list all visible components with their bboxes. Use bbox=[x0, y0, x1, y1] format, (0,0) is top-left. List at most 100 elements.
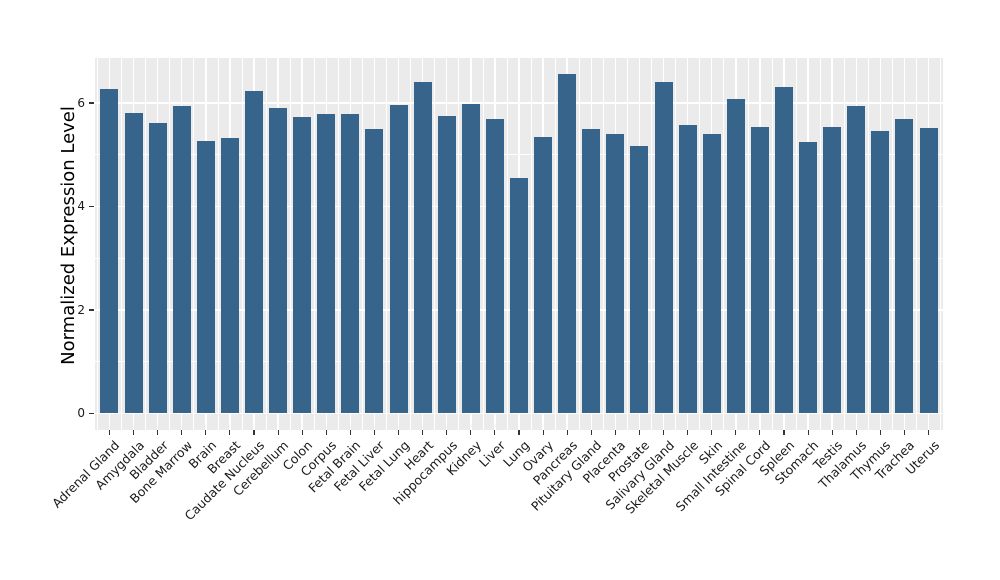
minor-gridline-vertical bbox=[578, 58, 580, 430]
bar bbox=[630, 145, 649, 414]
x-tick-mark bbox=[638, 430, 640, 435]
bar bbox=[172, 106, 191, 414]
x-tick-mark bbox=[711, 430, 713, 435]
bar bbox=[148, 123, 167, 414]
bar bbox=[799, 142, 818, 414]
y-tick-label: 2 bbox=[77, 302, 85, 317]
bar bbox=[509, 178, 529, 414]
minor-gridline-vertical bbox=[217, 58, 219, 430]
x-tick-mark bbox=[349, 430, 351, 435]
bar bbox=[750, 126, 769, 414]
y-tick-label: 4 bbox=[77, 199, 85, 214]
bar bbox=[774, 86, 794, 414]
minor-gridline-vertical bbox=[145, 58, 147, 430]
bar bbox=[606, 134, 625, 414]
bar bbox=[726, 98, 745, 414]
x-tick-mark bbox=[735, 430, 737, 435]
bar bbox=[269, 108, 288, 414]
minor-gridline-vertical bbox=[602, 58, 604, 430]
x-tick-mark bbox=[687, 430, 689, 435]
minor-gridline-vertical bbox=[651, 58, 652, 430]
x-tick-mark bbox=[157, 430, 159, 435]
x-tick-mark bbox=[277, 430, 279, 435]
x-tick-mark bbox=[831, 430, 833, 435]
minor-gridline-vertical bbox=[169, 58, 171, 430]
bar bbox=[244, 90, 264, 414]
bar bbox=[293, 116, 312, 414]
x-tick-mark bbox=[590, 430, 592, 435]
bar bbox=[895, 118, 914, 414]
minor-gridline-vertical bbox=[193, 58, 195, 430]
y-tick-label: 0 bbox=[77, 406, 85, 421]
bar bbox=[678, 125, 697, 414]
x-tick-mark bbox=[518, 430, 520, 435]
bar bbox=[317, 113, 336, 414]
x-tick-mark bbox=[446, 430, 448, 435]
minor-gridline-vertical bbox=[434, 58, 436, 430]
minor-gridline-vertical bbox=[482, 58, 484, 430]
x-tick-mark bbox=[132, 430, 135, 435]
bar bbox=[437, 115, 456, 414]
minor-gridline-vertical bbox=[867, 58, 869, 430]
minor-gridline-vertical bbox=[410, 58, 412, 430]
minor-gridline-vertical bbox=[675, 58, 677, 430]
minor-gridline-vertical bbox=[843, 58, 845, 430]
minor-gridline-vertical bbox=[386, 58, 387, 430]
bar bbox=[461, 103, 480, 414]
y-axis-title: Normalized Expression Level bbox=[58, 106, 79, 366]
minor-gridline-vertical bbox=[241, 58, 243, 430]
minor-gridline-vertical bbox=[795, 58, 797, 430]
bar bbox=[654, 82, 673, 414]
x-tick-mark bbox=[422, 430, 424, 435]
bar bbox=[196, 141, 215, 414]
minor-gridline-vertical bbox=[723, 58, 725, 430]
minor-gridline-vertical bbox=[916, 58, 917, 430]
x-tick-mark bbox=[807, 430, 809, 435]
bar bbox=[823, 126, 842, 414]
minor-gridline-vertical bbox=[699, 58, 701, 430]
minor-gridline-vertical bbox=[771, 58, 773, 430]
x-tick-mark bbox=[301, 430, 303, 435]
x-tick-mark bbox=[879, 430, 881, 435]
bar bbox=[847, 106, 866, 414]
minor-gridline-vertical bbox=[289, 58, 291, 430]
bar bbox=[485, 118, 504, 414]
bar bbox=[871, 131, 890, 414]
y-tick-mark bbox=[89, 309, 94, 311]
bar bbox=[389, 104, 408, 414]
x-tick-mark bbox=[470, 430, 472, 435]
minor-gridline-vertical bbox=[337, 58, 339, 430]
bar bbox=[534, 136, 553, 414]
minor-gridline-vertical bbox=[313, 58, 315, 430]
minor-gridline-vertical bbox=[819, 58, 821, 430]
x-tick-mark bbox=[325, 430, 327, 435]
minor-gridline-vertical bbox=[458, 58, 460, 430]
bar bbox=[100, 88, 119, 414]
minor-gridline-vertical bbox=[940, 58, 942, 430]
bar bbox=[702, 133, 721, 414]
bar bbox=[124, 112, 143, 414]
x-tick-mark bbox=[566, 430, 568, 435]
minor-gridline-vertical bbox=[554, 58, 556, 430]
x-tick-mark bbox=[614, 430, 616, 435]
bar bbox=[919, 127, 938, 414]
minor-gridline-vertical bbox=[506, 58, 508, 430]
x-tick-mark bbox=[855, 430, 857, 435]
bar bbox=[558, 73, 577, 414]
minor-gridline-vertical bbox=[892, 58, 893, 430]
x-tick-mark bbox=[373, 430, 375, 435]
y-tick-label: 6 bbox=[77, 96, 85, 110]
bar bbox=[365, 129, 384, 414]
y-tick-mark bbox=[89, 205, 94, 208]
x-tick-mark bbox=[181, 430, 183, 435]
bar bbox=[582, 129, 601, 414]
minor-gridline-vertical bbox=[121, 58, 122, 430]
x-tick-mark bbox=[397, 430, 400, 435]
x-tick-mark bbox=[229, 430, 231, 435]
bar bbox=[413, 81, 432, 414]
x-tick-mark bbox=[783, 430, 785, 435]
minor-gridline-vertical bbox=[362, 58, 363, 430]
minor-gridline-vertical bbox=[97, 58, 98, 430]
x-tick-mark bbox=[542, 430, 544, 435]
x-tick-mark bbox=[494, 430, 496, 435]
